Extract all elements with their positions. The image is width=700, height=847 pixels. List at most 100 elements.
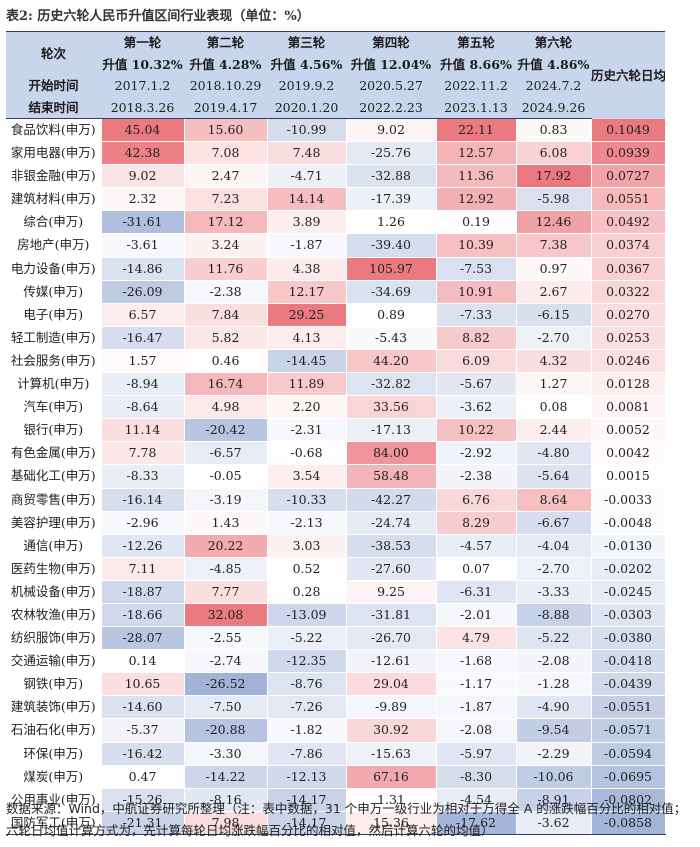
- round-value-cell: -42.27: [346, 488, 437, 512]
- industry-name: 公用事业(申万): [6, 788, 102, 812]
- round-name: 第六轮: [516, 31, 591, 54]
- round-end: 2023.1.13: [436, 96, 516, 119]
- avg-value-cell: 0.0727: [591, 164, 666, 189]
- round-value-cell: -17.62: [436, 811, 517, 835]
- round-value-cell: 12.57: [436, 141, 517, 166]
- table-row: 钢铁(申万) 10.65 -26.52 -8.76 29.04 -1.17 -1.28 -0.…: [6, 672, 666, 697]
- round-value-cell: 2.32: [101, 187, 185, 212]
- round-value-cell: -6.31: [436, 580, 517, 604]
- industry-name: 社会服务(申万): [6, 349, 102, 374]
- avg-value-cell: 0.0081: [591, 395, 666, 420]
- table-row: 机械设备(申万) -18.87 7.77 0.28 9.25 -6.31 -3.33 -0.0…: [6, 580, 666, 604]
- round-value-cell: -5.43: [346, 326, 437, 350]
- industry-performance-table: 轮次 第一轮 第二轮 第三轮 第四轮 第五轮 第六轮 历史六轮日均值 升值 10…: [6, 31, 666, 835]
- industry-name: 非银金融(申万): [6, 164, 102, 189]
- round-value-cell: -8.33: [101, 464, 185, 489]
- avg-value-cell: -0.0802: [591, 788, 666, 812]
- round-end: 2024.9.26: [516, 96, 591, 119]
- round-value-cell: 45.04: [101, 118, 185, 143]
- avg-value-cell: -0.0130: [591, 534, 666, 558]
- industry-name: 房地产(申万): [6, 233, 102, 258]
- round-value-cell: -4.54: [436, 788, 517, 812]
- avg-value-cell: 0.0492: [591, 210, 666, 235]
- table-row: 非银金融(申万) 9.02 2.47 -4.71 -32.88 11.36 17.92 0.0…: [6, 164, 666, 189]
- round-value-cell: 32.08: [184, 603, 268, 628]
- table-row: 房地产(申万) -3.61 3.24 -1.87 -39.40 10.39 7.38 0.03…: [6, 233, 666, 258]
- round-value-cell: -14.45: [267, 349, 347, 374]
- round-value-cell: -15.26: [101, 788, 185, 812]
- industry-name: 轻工制造(申万): [6, 326, 102, 350]
- round-value-cell: -2.38: [184, 280, 268, 304]
- round-value-cell: 1.27: [516, 372, 592, 397]
- industry-name: 国防军工(申万): [6, 811, 102, 835]
- round-value-cell: 7.98: [184, 811, 268, 835]
- round-value-cell: 20.22: [184, 534, 268, 558]
- round-value-cell: -14.60: [101, 695, 185, 720]
- round-value-cell: -2.29: [516, 742, 592, 766]
- round-value-cell: 7.48: [267, 141, 347, 166]
- industry-name: 食品饮料(申万): [6, 118, 102, 143]
- industry-name: 银行(申万): [6, 418, 102, 443]
- avg-header-label: 历史六轮日均值: [591, 31, 665, 119]
- avg-value-cell: -0.0202: [591, 557, 666, 581]
- round-gain: 升值 4.28%: [184, 53, 267, 75]
- round-value-cell: -1.87: [267, 233, 347, 258]
- table-row: 环保(申万) -16.42 -3.30 -7.86 -15.63 -5.97 -2.29 -0…: [6, 742, 666, 766]
- round-value-cell: 4.79: [436, 626, 517, 651]
- round-value-cell: -16.47: [101, 326, 185, 350]
- industry-name: 基础化工(申万): [6, 464, 102, 489]
- table-row: 通信(申万) -12.26 20.22 3.03 -38.53 -4.57 -4.04 -0.…: [6, 534, 666, 558]
- round-value-cell: 9.02: [346, 118, 437, 143]
- table-row: 家用电器(申万) 42.38 7.08 7.48 -25.76 12.57 6.08 0.09…: [6, 141, 666, 166]
- round-end: 2022.2.23: [346, 96, 436, 119]
- round-value-cell: 1.43: [184, 511, 268, 535]
- round-value-cell: -1.17: [436, 672, 517, 697]
- round-value-cell: -7.53: [436, 257, 517, 281]
- round-value-cell: -14.17: [267, 788, 347, 812]
- table-row: 纺织服饰(申万) -28.07 -2.55 -5.22 -26.70 4.79 -5.22-…: [6, 626, 666, 651]
- round-value-cell: -8.88: [516, 603, 592, 628]
- round-value-cell: -17.13: [346, 418, 437, 443]
- round-value-cell: -38.53: [346, 534, 437, 558]
- round-gain: 升值 10.32%: [101, 53, 184, 75]
- avg-value-cell: 0.0253: [591, 326, 666, 350]
- table-row: 商贸零售(申万) -16.14 -3.19 -10.33 -42.27 6.76 8.64-…: [6, 488, 666, 512]
- round-value-cell: -17.39: [346, 187, 437, 212]
- round-value-cell: 4.38: [267, 257, 347, 281]
- round-value-cell: -3.62: [516, 811, 592, 835]
- round-value-cell: 42.38: [101, 141, 185, 166]
- table-row: 医药生物(申万) 7.11 -4.85 0.52 -27.60 0.07 -2.70 -0.0…: [6, 557, 666, 581]
- round-gain: 升值 4.56%: [267, 53, 346, 75]
- industry-name: 医药生物(申万): [6, 557, 102, 581]
- round-value-cell: -4.80: [516, 441, 592, 466]
- round-value-cell: -2.38: [436, 464, 517, 489]
- round-end: 2018.3.26: [101, 96, 184, 119]
- avg-value-cell: 0.0015: [591, 464, 666, 489]
- round-start: 2017.1.2: [101, 75, 184, 97]
- avg-value-cell: -0.0033: [591, 488, 666, 512]
- table-row: 建筑材料(申万) 2.32 7.23 14.14 -17.39 12.92 -5.98 0.0…: [6, 187, 666, 212]
- round-value-cell: -5.97: [436, 742, 517, 766]
- avg-value-cell: -0.0380: [591, 626, 666, 651]
- round-value-cell: 3.24: [184, 233, 268, 258]
- round-name: 第四轮: [346, 31, 436, 54]
- industry-name: 建筑材料(申万): [6, 187, 102, 212]
- round-value-cell: -4.71: [267, 164, 347, 189]
- industry-name: 有色金属(申万): [6, 441, 102, 466]
- round-value-cell: -5.37: [101, 718, 185, 743]
- table-row: 轻工制造(申万) -16.47 5.82 4.13 -5.43 8.82 -2.70 0.02…: [6, 326, 666, 350]
- round-value-cell: -21.31: [101, 811, 185, 835]
- table-row: 计算机(申万) -8.94 16.74 11.89 -32.82 -5.67 1.27 0.0…: [6, 372, 666, 397]
- round-value-cell: -32.82: [346, 372, 437, 397]
- industry-name: 传媒(申万): [6, 280, 102, 304]
- round-value-cell: 0.08: [516, 395, 592, 420]
- round-value-cell: -2.92: [436, 441, 517, 466]
- round-value-cell: -7.26: [267, 695, 347, 720]
- round-value-cell: 67.16: [346, 765, 437, 789]
- round-value-cell: 29.04: [346, 672, 437, 697]
- table-row: 基础化工(申万) -8.33 -0.05 3.54 58.48 -2.38 -5.64 0.0…: [6, 464, 666, 489]
- round-gain: 升值 4.86%: [516, 53, 591, 75]
- round-value-cell: -2.08: [436, 718, 517, 743]
- round-value-cell: -12.35: [267, 649, 347, 674]
- round-value-cell: -7.86: [267, 742, 347, 766]
